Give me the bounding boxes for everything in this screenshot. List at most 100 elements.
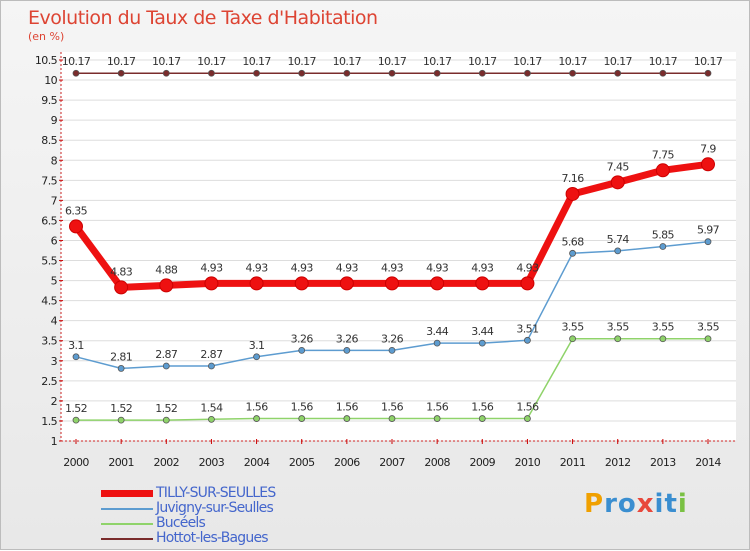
data-label: 10.17: [513, 55, 542, 68]
data-label: 3.26: [381, 332, 404, 345]
data-point: [162, 362, 170, 370]
logo-letter: i: [677, 489, 688, 519]
legend-label: TILLY-SUR-SEULLES: [156, 485, 276, 501]
data-point: [433, 415, 441, 422]
y-tick-label: 1: [51, 435, 57, 448]
data-point: [388, 346, 396, 354]
data-point: [569, 335, 576, 343]
data-label: 5.68: [562, 235, 585, 248]
data-point: [655, 163, 670, 178]
y-tick-label: 5: [51, 275, 58, 288]
data-label: 3.1: [68, 339, 84, 352]
data-point: [433, 69, 441, 77]
data-label: 10.17: [287, 55, 316, 68]
legend-swatch: [101, 538, 153, 540]
data-label: 4.83: [110, 265, 133, 278]
data-label: 10.17: [423, 55, 452, 68]
y-tick-label: 2.5: [41, 375, 57, 388]
legend-label: Juvigny-sur-Seulles: [156, 500, 274, 516]
data-point: [478, 415, 486, 422]
y-tick-label: 4: [51, 315, 58, 328]
data-label: 1.56: [246, 401, 269, 414]
data-point: [159, 278, 174, 293]
data-point: [204, 276, 219, 291]
data-point: [253, 415, 260, 422]
data-label: 7.45: [607, 160, 630, 173]
data-point: [294, 276, 309, 291]
y-tick-label: 9: [51, 114, 58, 127]
x-tick-label: 2008: [424, 456, 450, 469]
data-point: [208, 362, 215, 370]
data-label: 2.87: [155, 348, 178, 361]
x-tick-label: 2004: [244, 456, 270, 469]
x-tick-label: 2013: [650, 456, 676, 469]
data-point: [430, 276, 445, 291]
data-point: [614, 69, 622, 77]
plot-area: [61, 52, 736, 441]
data-label: 7.75: [652, 148, 675, 161]
x-tick-label: 2011: [560, 456, 586, 469]
logo-letter: o: [617, 489, 637, 519]
data-point: [565, 186, 580, 201]
x-tick-label: 2006: [334, 456, 360, 469]
data-point: [298, 415, 306, 422]
data-label: 7.9: [700, 142, 716, 155]
y-tick-label: 8.5: [41, 134, 57, 147]
data-label: 3.26: [291, 332, 314, 345]
data-point: [475, 276, 490, 291]
y-tick-label: 3: [51, 355, 58, 368]
data-point: [298, 346, 306, 354]
y-tick-label: 1.5: [41, 415, 57, 428]
legend-swatch: [101, 523, 153, 525]
data-point: [704, 335, 712, 343]
data-label: 7.16: [562, 172, 585, 185]
data-label: 4.88: [155, 263, 178, 276]
data-label: 4.93: [200, 261, 223, 274]
y-tick-label: 3.5: [41, 335, 57, 348]
y-tick-label: 9.5: [41, 94, 57, 107]
data-label: 10.17: [558, 55, 587, 68]
data-point: [343, 415, 351, 422]
data-label: 4.93: [516, 261, 539, 274]
data-label: 1.54: [200, 401, 223, 414]
data-label: 3.55: [562, 321, 585, 334]
data-label: 10.17: [197, 55, 226, 68]
logo-letter: t: [664, 489, 678, 519]
data-label: 10.17: [649, 55, 678, 68]
data-point: [704, 69, 712, 77]
data-label: 1.52: [110, 402, 132, 415]
y-tick-label: 6: [51, 234, 58, 247]
data-point: [385, 276, 399, 291]
y-tick-label: 7.5: [41, 174, 57, 187]
data-label: 1.56: [381, 401, 404, 414]
data-label: 10.17: [333, 55, 362, 68]
data-label: 4.93: [426, 261, 449, 274]
data-point: [117, 416, 125, 424]
data-label: 3.1: [249, 339, 265, 352]
data-point: [524, 415, 531, 422]
logo-letter: P: [584, 489, 605, 519]
data-label: 4.93: [246, 261, 269, 274]
data-label: 3.44: [471, 325, 494, 338]
data-label: 6.35: [65, 204, 88, 217]
y-tick-label: 6.5: [41, 214, 57, 227]
data-label: 4.93: [471, 261, 494, 274]
y-tick-label: 10.5: [35, 54, 58, 67]
data-label: 5.85: [652, 228, 675, 241]
x-tick-label: 2001: [108, 456, 134, 469]
data-label: 3.44: [426, 325, 449, 338]
data-label: 10.17: [468, 55, 497, 68]
data-point: [520, 276, 535, 291]
data-point: [253, 353, 260, 361]
y-axis-unit: (en %): [28, 30, 65, 43]
data-point: [388, 415, 396, 422]
data-point: [704, 238, 712, 246]
x-tick-label: 2005: [289, 456, 315, 469]
chart-title: Evolution du Taux de Taxe d'Habitation: [28, 7, 378, 29]
data-point: [433, 339, 441, 347]
data-label: 4.93: [336, 261, 359, 274]
data-label: 2.87: [200, 348, 223, 361]
data-point: [524, 336, 531, 344]
